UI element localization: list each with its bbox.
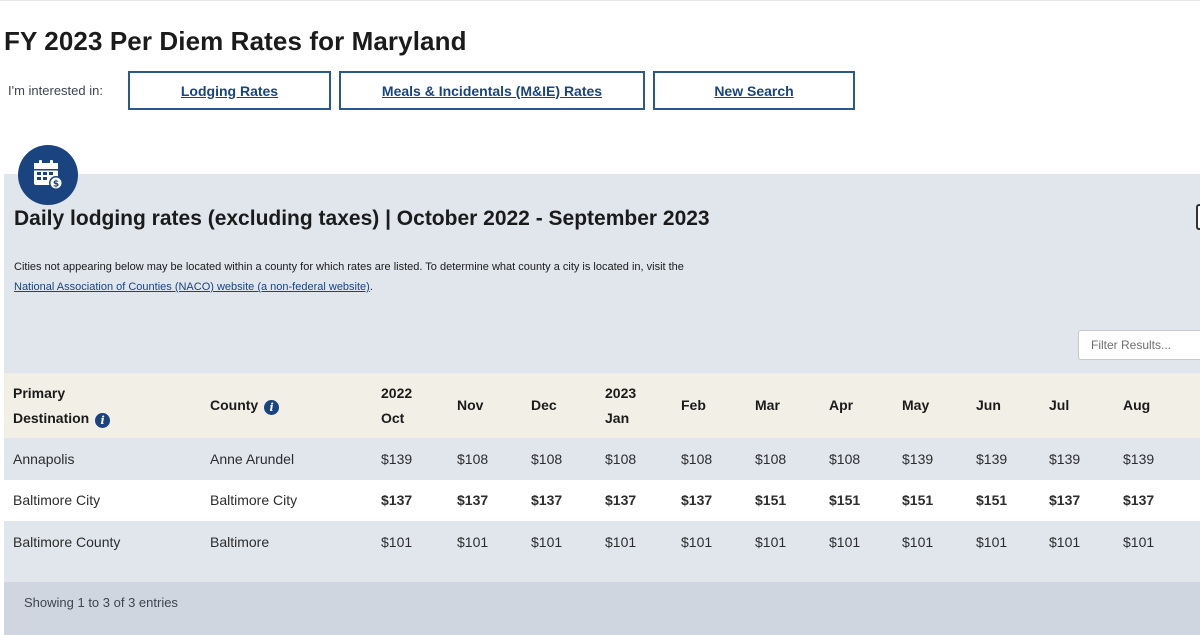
- county-note-end: .: [369, 281, 373, 293]
- new-search-button[interactable]: New Search: [653, 71, 855, 110]
- panel-heading: Daily lodging rates (excluding taxes) | …: [14, 207, 710, 230]
- county-header: County: [210, 397, 259, 413]
- cell-rate: $108: [531, 450, 563, 467]
- cell-rate: $151: [755, 492, 787, 509]
- cell-county: Anne Arundel: [210, 450, 295, 467]
- cell-rate: $108: [755, 450, 787, 467]
- table-header-row: Primary Destination i County i 2022 Oct N…: [4, 373, 1200, 438]
- destination-header-line2: Destination: [13, 409, 90, 426]
- cell-county: Baltimore City: [210, 492, 298, 509]
- cell-destination: Annapolis: [13, 450, 75, 467]
- cell-rate: $137: [681, 492, 713, 509]
- col-dec[interactable]: Dec: [531, 397, 557, 413]
- cell-rate: $108: [605, 450, 637, 467]
- cell-rate: $101: [381, 533, 413, 550]
- col-nov[interactable]: Nov: [457, 397, 484, 413]
- cell-rate: $139: [976, 450, 1008, 467]
- cell-rate: $101: [829, 533, 861, 550]
- cell-rate: $139: [902, 450, 934, 467]
- col-county[interactable]: County i: [210, 373, 381, 438]
- cell-rate: $101: [902, 533, 934, 550]
- lodging-rates-table: Primary Destination i County i 2022 Oct N…: [4, 373, 1200, 563]
- destination-header-line1: Primary: [13, 384, 66, 401]
- col-oct[interactable]: 2022 Oct: [381, 373, 457, 438]
- calendar-dollar-icon: $: [18, 145, 78, 205]
- lodging-rates-button[interactable]: Lodging Rates: [128, 71, 331, 110]
- county-info-icon[interactable]: i: [264, 400, 280, 415]
- cell-rate: $137: [531, 492, 563, 509]
- cell-destination: Baltimore City: [13, 492, 101, 509]
- filter-results-input[interactable]: [1078, 330, 1200, 360]
- mie-rates-button[interactable]: Meals & Incidentals (M&IE) Rates: [339, 71, 645, 110]
- cell-rate: $108: [681, 450, 713, 467]
- cell-rate: $101: [1123, 533, 1155, 550]
- cell-rate: $101: [681, 533, 713, 550]
- col-apr[interactable]: Apr: [829, 397, 854, 413]
- oct-year: 2022: [381, 384, 413, 401]
- svg-text:$: $: [53, 180, 59, 190]
- cell-rate: $101: [1049, 533, 1081, 550]
- jan-label: Jan: [605, 409, 630, 426]
- table-row: Baltimore County Baltimore $101 $101 $10…: [4, 521, 1200, 563]
- col-jan[interactable]: 2023 Jan: [605, 373, 681, 438]
- table-row: Baltimore City Baltimore City $137 $137 …: [4, 479, 1200, 521]
- col-jun[interactable]: Jun: [976, 397, 1001, 413]
- cell-county: Baltimore: [210, 533, 270, 550]
- interest-label: I'm interested in:: [8, 83, 103, 98]
- col-aug[interactable]: Aug: [1123, 397, 1151, 413]
- cell-rate: $101: [457, 533, 489, 550]
- cell-rate: $137: [605, 492, 637, 509]
- page-title: FY 2023 Per Diem Rates for Maryland: [4, 26, 467, 56]
- col-feb[interactable]: Feb: [681, 397, 706, 413]
- col-destination[interactable]: Primary Destination i: [4, 373, 210, 438]
- destination-info-icon[interactable]: i: [95, 412, 111, 428]
- cell-rate: $151: [829, 492, 861, 509]
- oct-label: Oct: [381, 409, 405, 426]
- cell-rate: $101: [755, 533, 787, 550]
- top-divider: [0, 0, 1200, 1]
- entries-info: Showing 1 to 3 of 3 entries: [24, 595, 178, 610]
- table-footer: Showing 1 to 3 of 3 entries: [4, 582, 1200, 635]
- cell-rate: $151: [976, 492, 1008, 509]
- cell-rate: $137: [1049, 492, 1081, 509]
- county-note-text: Cities not appearing below may be locate…: [14, 261, 684, 273]
- cell-destination: Baltimore County: [13, 533, 121, 550]
- col-may[interactable]: May: [902, 397, 930, 413]
- cell-rate: $101: [976, 533, 1008, 550]
- lodging-rates-panel: [4, 174, 1200, 635]
- cell-rate: $108: [457, 450, 489, 467]
- cell-rate: $139: [381, 450, 413, 467]
- cell-rate: $101: [605, 533, 637, 550]
- col-mar[interactable]: Mar: [755, 397, 780, 413]
- cell-rate: $137: [1123, 492, 1155, 509]
- edge-control[interactable]: [1196, 204, 1200, 230]
- jan-year: 2023: [605, 384, 637, 401]
- cell-rate: $101: [531, 533, 563, 550]
- cell-rate: $139: [1049, 450, 1081, 467]
- naco-link[interactable]: National Association of Counties (NACO) …: [14, 281, 370, 293]
- table-row: Annapolis Anne Arundel $139 $108 $108 $1…: [4, 438, 1200, 480]
- county-note: Cities not appearing below may be locate…: [14, 257, 684, 297]
- cell-rate: $139: [1123, 450, 1155, 467]
- col-jul[interactable]: Jul: [1049, 397, 1070, 413]
- cell-rate: $151: [902, 492, 934, 509]
- cell-rate: $137: [381, 492, 413, 509]
- cell-rate: $137: [457, 492, 489, 509]
- cell-rate: $108: [829, 450, 861, 467]
